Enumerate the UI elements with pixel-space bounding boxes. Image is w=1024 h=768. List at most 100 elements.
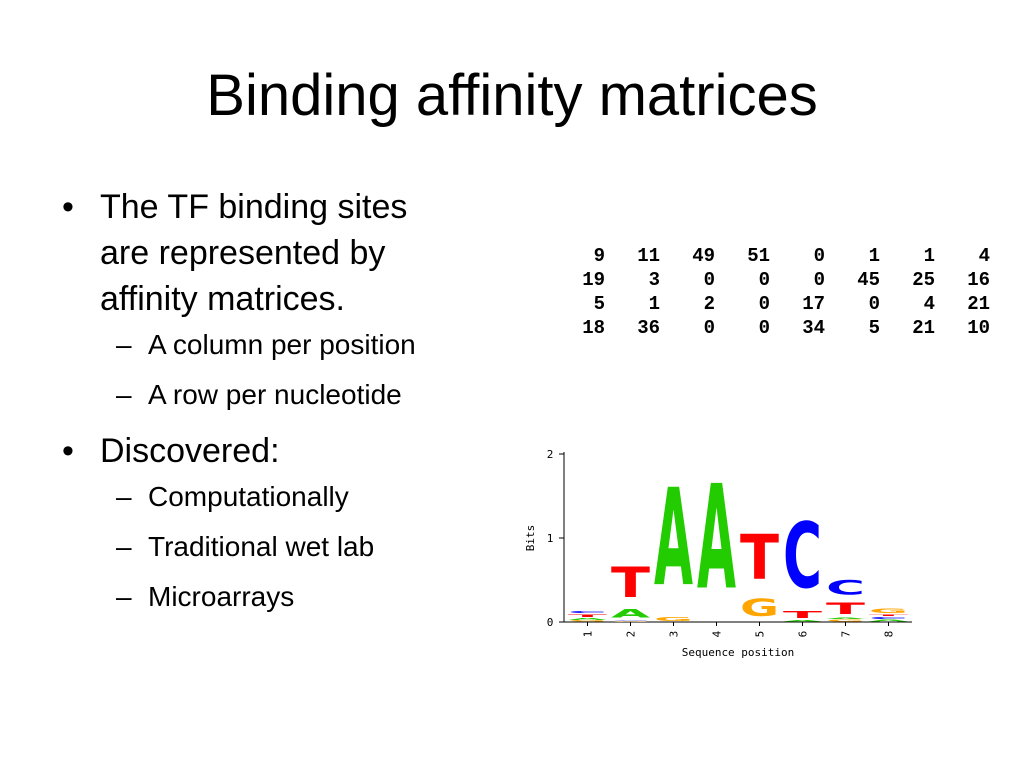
logo-letter-a: A [654, 460, 693, 616]
matrix-cell: 16 [967, 269, 990, 291]
logo-letter-c: C [611, 620, 650, 621]
sub-dash: – [116, 481, 132, 512]
logo-letter-a: A [568, 618, 608, 620]
logo-letter-a: A [611, 607, 651, 621]
logo-letter-g: G [869, 607, 908, 614]
matrix-cell: 21 [967, 293, 990, 315]
logo-letter-g: G [611, 621, 650, 622]
logo-letter-g: G [826, 619, 865, 621]
logo-letter-t: T [783, 609, 822, 621]
sub-dash: – [116, 531, 132, 562]
logo-letter-c: C [869, 616, 908, 619]
matrix-cell: 25 [912, 269, 935, 291]
bullet-text-line-3: affinity matrices. [100, 280, 346, 318]
matrix-cell: 17 [802, 293, 825, 315]
bullet-dot: • [62, 188, 74, 226]
sub-item-column-per-position: – A column per position [62, 328, 502, 362]
matrix-cell: 5 [593, 293, 605, 315]
matrix-cell: 10 [967, 317, 990, 339]
bullet-text-line-1: The TF binding sites [100, 188, 408, 226]
sub-dash: – [116, 329, 132, 360]
sub-item-text: A column per position [148, 329, 416, 360]
logo-letter-c: C [783, 504, 822, 609]
sub-item-microarrays: – Microarrays [62, 580, 502, 614]
matrix-cell: 0 [868, 293, 880, 315]
matrix-cell: 18 [582, 317, 605, 339]
logo-letter-t: T [611, 559, 650, 607]
x-tick-label: 2 [625, 631, 638, 638]
logo-letter-t: T [740, 523, 779, 595]
slide-title: Binding affinity matrices [206, 63, 818, 128]
matrix-cell: 5 [868, 317, 880, 339]
x-tick-label: 7 [840, 631, 853, 638]
matrix-cell: 3 [648, 269, 660, 291]
x-tick-label: 6 [797, 631, 810, 638]
matrix-cell: 1 [923, 245, 935, 267]
bullet-dot: • [62, 432, 74, 470]
affinity-matrix: 9 11 49 51 0 1 1 4 19 3 0 0 0 45 25 16 5 1 2 0 17 0 4 21 18 36 0 0 3… [550, 244, 990, 340]
x-tick-label: 1 [582, 631, 595, 638]
logo-letter-t: T [826, 599, 866, 617]
bullet-text-line-2: are represented by [100, 234, 386, 272]
x-tick-label: 4 [711, 630, 724, 637]
sub-list-discovered: – Computationally – Traditional wet lab … [62, 480, 502, 614]
x-axis-label: Sequence position [682, 646, 795, 659]
matrix-cell: 0 [703, 317, 715, 339]
matrix-cell: 0 [758, 269, 770, 291]
bullet-item-binding-sites: • The TF binding sites are represented b… [62, 184, 502, 322]
sub-item-text: Traditional wet lab [148, 531, 375, 562]
matrix-cell: 9 [593, 245, 605, 267]
x-tick-label: 3 [668, 631, 681, 638]
logo-letter-a: A [783, 620, 823, 622]
sub-item-wet-lab: – Traditional wet lab [62, 530, 502, 564]
matrix-cell: 0 [703, 269, 715, 291]
logo-letter-a: A [697, 455, 736, 622]
sub-item-text: Microarrays [148, 581, 295, 612]
matrix-cell: 0 [813, 269, 825, 291]
x-tick-label: 8 [883, 631, 896, 638]
matrix-cell: 49 [692, 245, 715, 267]
logo-letter-g: G [740, 594, 779, 622]
bullet-item-discovered: • Discovered: [62, 428, 502, 474]
matrix-cell: 51 [747, 245, 770, 267]
logo-letter-t: T [869, 614, 909, 616]
matrix-cell: 0 [813, 245, 825, 267]
logo-letter-a: A [826, 618, 866, 620]
sub-item-text: A row per nucleotide [148, 379, 402, 410]
bullet-text-line-1: Discovered: [100, 432, 280, 470]
sub-item-text: Computationally [148, 481, 349, 512]
logo-letter-c: C [826, 577, 865, 599]
sub-item-row-per-nucleotide: – A row per nucleotide [62, 378, 502, 412]
sub-item-computationally: – Computationally [62, 480, 502, 514]
logo-letter-c: C [568, 610, 607, 613]
matrix-cell: 11 [637, 245, 660, 267]
matrix-cell: 0 [758, 317, 770, 339]
matrix-cell: 0 [758, 293, 770, 315]
matrix-cell: 34 [802, 317, 825, 339]
sub-list-binding-sites: – A column per position – A row per nucl… [62, 328, 502, 412]
logo-letter-g: G [654, 616, 693, 622]
matrix-cell: 21 [912, 317, 935, 339]
matrix-row: 19 3 0 0 0 45 25 16 [550, 268, 990, 292]
y-axis-label: Bits [524, 525, 537, 552]
matrix-cell: 1 [648, 293, 660, 315]
bullet-list: • The TF binding sites are represented b… [62, 184, 502, 630]
matrix-cell: 2 [703, 293, 715, 315]
y-tick-label: 0 [547, 616, 554, 629]
matrix-row: 5 1 2 0 17 0 4 21 [550, 292, 990, 316]
matrix-cell: 36 [637, 317, 660, 339]
matrix-cell: 45 [857, 269, 880, 291]
y-tick-label: 2 [547, 448, 554, 461]
x-tick-label: 5 [754, 631, 767, 638]
matrix-row: 9 11 49 51 0 1 1 4 [550, 244, 990, 268]
sub-dash: – [116, 379, 132, 410]
sub-dash: – [116, 581, 132, 612]
logo-letter-g: G [568, 620, 607, 622]
matrix-cell: 1 [868, 245, 880, 267]
y-tick-label: 1 [547, 532, 554, 545]
matrix-cell: 19 [582, 269, 605, 291]
matrix-cell: 4 [923, 293, 935, 315]
matrix-cell: 4 [978, 245, 990, 267]
matrix-row: 18 36 0 0 34 5 21 10 [550, 316, 990, 340]
